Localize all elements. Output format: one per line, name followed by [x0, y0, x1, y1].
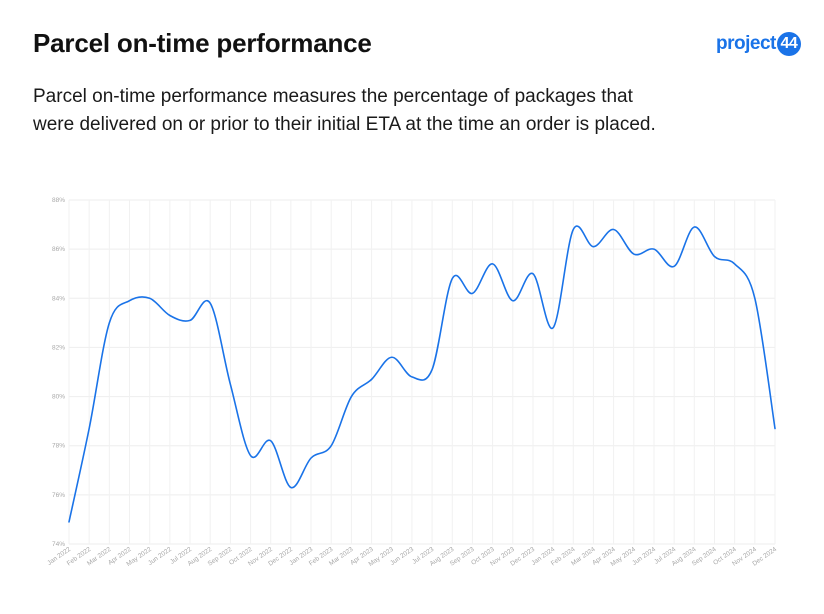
data-point: [229, 383, 231, 385]
logo-text: project: [716, 33, 776, 54]
data-point: [673, 265, 675, 267]
x-tick-label: Jun 2024: [631, 546, 657, 567]
series-line: [68, 225, 776, 523]
data-point: [370, 378, 372, 380]
data-point: [532, 273, 534, 275]
x-tick-label: Jun 2022: [147, 546, 173, 567]
y-tick-label: 84%: [52, 295, 65, 302]
data-point: [330, 445, 332, 447]
data-point: [572, 228, 574, 230]
y-tick-label: 82%: [52, 344, 65, 351]
y-axis-ticks: 74% 76% 78% 80% 82% 84% 86% 88%: [52, 197, 65, 548]
data-point: [411, 376, 413, 378]
data-point: [693, 226, 695, 228]
data-point: [713, 255, 715, 257]
data-point: [491, 263, 493, 265]
data-point: [209, 302, 211, 304]
data-point: [88, 427, 90, 429]
data-point: [774, 427, 776, 429]
data-point: [68, 521, 70, 523]
data-point: [512, 300, 514, 302]
data-point: [633, 253, 635, 255]
data-point: [310, 457, 312, 459]
series-layer: [68, 225, 776, 523]
chart-description: Parcel on-time performance measures the …: [33, 86, 656, 135]
logo-badge: 44: [776, 32, 801, 56]
page-title: Parcel on-time performance: [33, 28, 372, 58]
y-tick-label: 88%: [52, 197, 65, 204]
data-point: [754, 297, 756, 299]
x-tick-label: Jun 2023: [389, 546, 415, 567]
data-point: [653, 248, 655, 250]
data-point: [270, 440, 272, 442]
data-point: [128, 300, 130, 302]
data-point: [290, 486, 292, 488]
data-point: [391, 356, 393, 358]
y-tick-label: 76%: [52, 492, 65, 499]
y-tick-label: 74%: [52, 541, 65, 548]
data-point: [431, 368, 433, 370]
chart-grid: [68, 199, 776, 545]
data-point: [612, 228, 614, 230]
y-tick-label: 80%: [52, 394, 65, 401]
data-point: [451, 277, 453, 279]
data-point: [733, 263, 735, 265]
data-point: [471, 292, 473, 294]
data-point: [552, 327, 554, 329]
data-point: [169, 314, 171, 316]
data-point: [592, 245, 594, 247]
data-point: [108, 322, 110, 324]
data-point: [189, 319, 191, 321]
data-point: [350, 395, 352, 397]
project44-logo: project 44: [716, 32, 801, 56]
y-tick-label: 78%: [52, 443, 65, 450]
y-tick-label: 86%: [52, 246, 65, 253]
data-point: [148, 297, 150, 299]
data-point: [249, 454, 251, 456]
